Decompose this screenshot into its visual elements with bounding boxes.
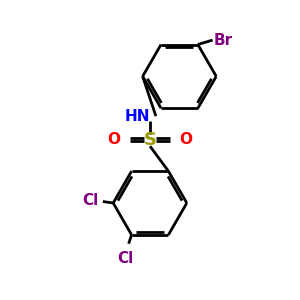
Text: Cl: Cl xyxy=(82,193,98,208)
Text: O: O xyxy=(179,132,192,147)
Text: Br: Br xyxy=(214,33,233,48)
Text: S: S xyxy=(143,131,157,149)
Text: Cl: Cl xyxy=(118,251,134,266)
Text: HN: HN xyxy=(124,109,150,124)
Text: O: O xyxy=(108,132,121,147)
